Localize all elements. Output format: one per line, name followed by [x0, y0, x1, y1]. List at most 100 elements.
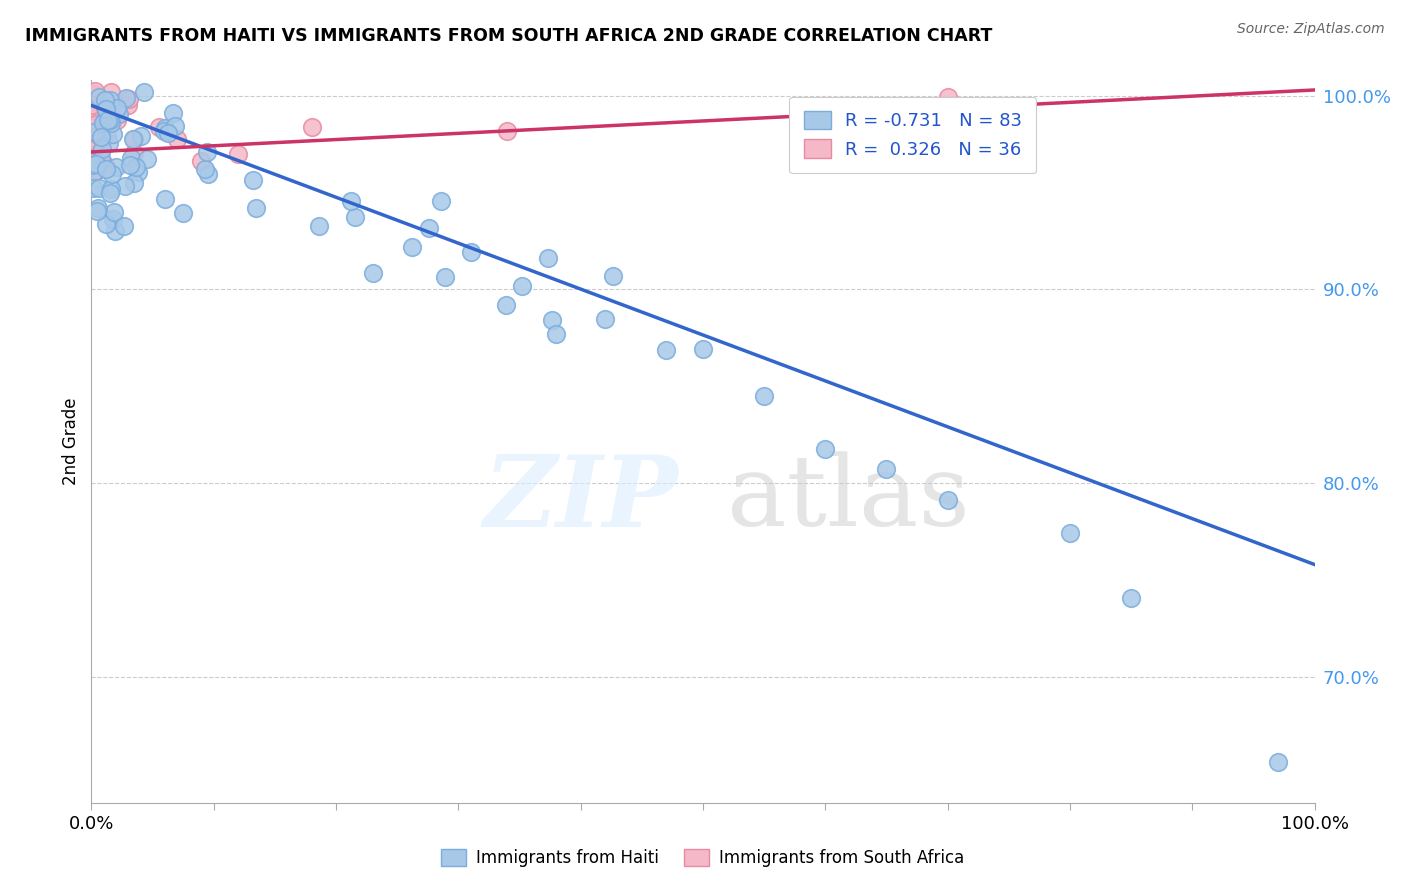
Point [104, 224, 127, 238]
Point [89, 145, 111, 160]
Point [94, 161, 117, 176]
Point [602, 268, 624, 283]
Point [120, 152, 142, 166]
Point [91, 107, 114, 121]
Point [165, 119, 187, 133]
Point [101, 211, 124, 226]
Point [114, 179, 136, 194]
Point [86, 154, 108, 169]
Point [127, 165, 149, 179]
Point [1121, 591, 1143, 605]
Point [108, 107, 131, 121]
Point [172, 206, 194, 220]
Point [87, 202, 110, 216]
Point [401, 240, 423, 254]
Point [87, 117, 110, 131]
Point [93, 157, 115, 171]
Point [343, 210, 366, 224]
Point [157, 126, 180, 140]
Point [82, 181, 104, 195]
Point [125, 160, 148, 174]
Point [361, 266, 384, 280]
Point [91, 112, 114, 126]
Point [308, 219, 330, 234]
Point [82, 103, 104, 117]
Point [136, 152, 159, 166]
Point [90, 159, 112, 173]
Point [101, 167, 124, 181]
Point [100, 85, 122, 99]
Text: IMMIGRANTS FROM HAITI VS IMMIGRANTS FROM SOUTH AFRICA 2ND GRADE CORRELATION CHAR: IMMIGRANTS FROM HAITI VS IMMIGRANTS FROM… [25, 27, 993, 45]
Point [129, 129, 152, 144]
Point [103, 205, 125, 219]
Point [434, 270, 457, 285]
Point [86, 203, 108, 218]
Point [162, 106, 184, 120]
Point [195, 145, 218, 159]
Point [100, 182, 122, 196]
Point [460, 244, 482, 259]
Point [418, 220, 440, 235]
Point [593, 312, 616, 326]
Point [197, 167, 219, 181]
Point [122, 132, 145, 146]
Point [87, 90, 110, 104]
Point [226, 147, 249, 161]
Point [83, 110, 105, 124]
Point [82, 159, 104, 173]
Point [541, 313, 564, 327]
Point [118, 92, 141, 106]
Point [120, 158, 142, 172]
Point [84, 156, 107, 170]
Point [121, 132, 143, 146]
Point [98, 93, 121, 107]
Point [148, 120, 170, 135]
Point [90, 142, 112, 156]
Point [90, 130, 112, 145]
Point [94, 113, 117, 128]
Point [875, 461, 898, 475]
Point [814, 442, 837, 456]
Point [936, 90, 959, 104]
Point [101, 109, 124, 123]
Point [94, 101, 117, 115]
Point [153, 192, 176, 206]
Point [153, 124, 176, 138]
Point [89, 181, 111, 195]
Text: ZIP: ZIP [484, 451, 679, 548]
Point [936, 493, 959, 508]
Point [83, 165, 105, 179]
Point [97, 113, 120, 128]
Point [655, 343, 678, 357]
Point [82, 98, 104, 112]
Point [87, 128, 110, 142]
Point [105, 113, 128, 128]
Point [90, 151, 112, 165]
Point [242, 172, 264, 186]
Point [100, 116, 122, 130]
Point [124, 146, 146, 161]
Point [194, 162, 217, 177]
Point [94, 217, 117, 231]
Point [83, 125, 105, 139]
Point [83, 131, 105, 145]
Point [84, 117, 107, 131]
Point [495, 298, 517, 312]
Legend: Immigrants from Haiti, Immigrants from South Africa: Immigrants from Haiti, Immigrants from S… [434, 842, 972, 874]
Point [692, 342, 714, 356]
Point [94, 102, 117, 116]
Point [83, 87, 105, 101]
Point [537, 251, 560, 265]
Point [510, 278, 533, 293]
Point [93, 94, 115, 108]
Point [301, 120, 323, 134]
Point [91, 116, 114, 130]
Y-axis label: 2nd Grade: 2nd Grade [62, 398, 80, 485]
Point [86, 154, 108, 169]
Point [104, 160, 127, 174]
Text: atlas: atlas [727, 451, 970, 547]
Point [340, 194, 363, 208]
Point [190, 154, 212, 169]
Point [1059, 526, 1081, 541]
Point [122, 177, 145, 191]
